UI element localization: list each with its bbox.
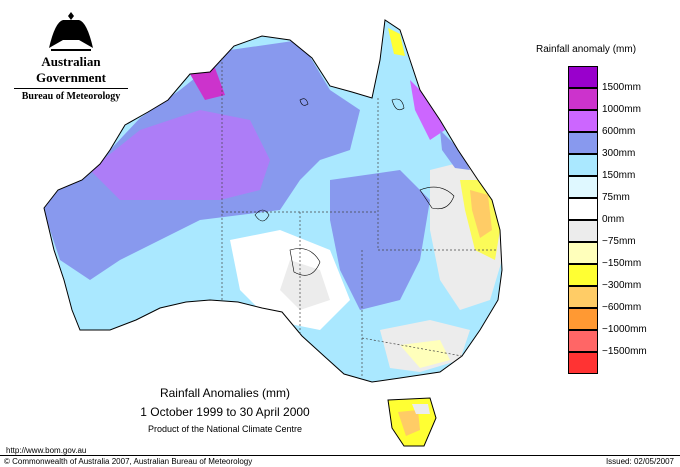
legend-label: 0mm — [602, 214, 625, 225]
map-period: 1 October 1999 to 30 April 2000 — [140, 405, 310, 419]
legend-label: 600mm — [602, 126, 636, 137]
legend-label: 75mm — [602, 192, 630, 203]
legend-label: 1500mm — [602, 82, 641, 93]
org-subname: Bureau of Meteorology — [21, 91, 121, 102]
org-name: Australian Government — [35, 54, 107, 85]
government-logo: Australian Government Bureau of Meteorol… — [8, 8, 134, 102]
legend-swatch — [568, 198, 598, 220]
map-title: Rainfall Anomalies (mm) — [159, 386, 291, 400]
legend-swatch — [568, 154, 598, 176]
legend-swatch — [568, 242, 598, 264]
coat-of-arms-icon — [49, 12, 93, 51]
legend-label: −600mm — [602, 302, 642, 313]
legend-label: −1000mm — [602, 324, 647, 335]
copyright-text: © Commonwealth of Australia 2007, Austra… — [4, 457, 253, 466]
legend-label: −300mm — [602, 280, 642, 291]
contour-lines — [254, 98, 455, 276]
state-borders — [221, 58, 496, 376]
legend-swatch — [568, 88, 598, 110]
legend-swatch — [568, 110, 598, 132]
legend-swatch — [568, 330, 598, 352]
legend-label: −75mm — [602, 236, 636, 247]
legend-label: 1000mm — [602, 104, 641, 115]
issued-date: Issued: 02/05/2007 — [605, 457, 674, 466]
legend-swatch — [568, 176, 598, 198]
legend-label: −1500mm — [602, 346, 647, 357]
mainland-shading — [43, 19, 503, 383]
legend-swatch — [568, 264, 598, 286]
legend-swatch — [568, 220, 598, 242]
tasmania — [387, 397, 437, 447]
org-divider — [14, 88, 128, 89]
website-url[interactable]: http://www.bom.gov.au — [6, 446, 87, 455]
legend-label: 150mm — [602, 170, 636, 181]
legend-title: Rainfall anomaly (mm) — [536, 44, 637, 55]
footer-divider — [0, 455, 680, 456]
legend-swatch — [568, 352, 598, 374]
legend-swatch — [568, 308, 598, 330]
legend-label: 300mm — [602, 148, 636, 159]
map-product: Product of the National Climate Centre — [147, 424, 303, 434]
legend-swatch — [568, 66, 598, 88]
legend-swatch — [568, 132, 598, 154]
legend-swatch — [568, 286, 598, 308]
legend-label: −150mm — [602, 258, 642, 269]
